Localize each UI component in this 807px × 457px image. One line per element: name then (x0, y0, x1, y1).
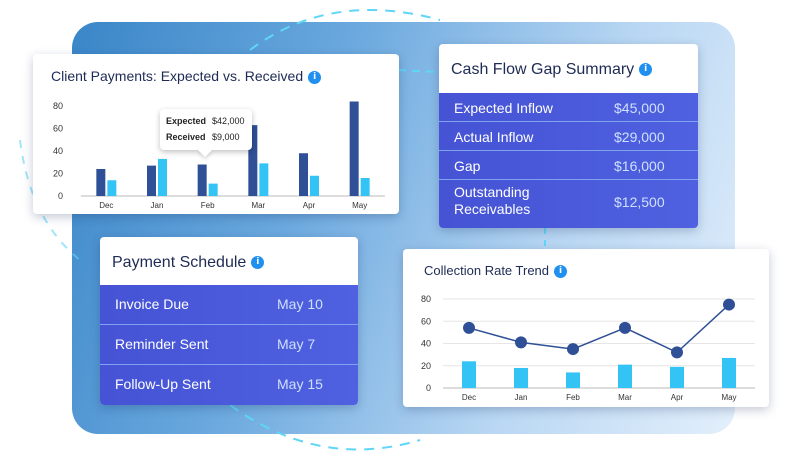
bar (197, 164, 207, 196)
cash-flow-row: Gap $16,000 (439, 151, 698, 180)
collection-rate-chart: 0 20 40 60 80 Dec Jan Feb Mar Apr May (421, 294, 755, 402)
row-label: Invoice Due (115, 296, 189, 312)
cash-flow-row: Expected Inflow $45,000 (439, 93, 698, 122)
bar (514, 367, 528, 388)
x-tick-label: Apr (303, 201, 316, 210)
bar (722, 357, 736, 388)
schedule-list: Invoice Due May 10 Reminder Sent May 7 Fol… (100, 285, 358, 405)
trend-line (468, 304, 730, 354)
x-tick-label: Jan (515, 393, 528, 402)
x-tick-label: Apr (671, 393, 684, 402)
schedule-row: Invoice Due May 10 (100, 285, 358, 325)
x-tick-label: Feb (566, 393, 580, 402)
trend-point (567, 343, 579, 356)
bar (248, 125, 258, 196)
tooltip-expected-value: $42,000 (212, 116, 245, 126)
y-tick-label: 60 (421, 316, 431, 326)
y-tick-label: 0 (58, 191, 63, 201)
client-payments-card: Client Payments: Expected vs. Received i … (33, 54, 399, 214)
x-tick-label: May (721, 393, 736, 402)
bar (299, 153, 308, 196)
bar (208, 183, 218, 196)
trend-point (463, 321, 475, 334)
y-tick-label: 20 (421, 361, 431, 371)
payment-schedule-card: Payment Schedule i Invoice Due May 10 Remi… (100, 237, 358, 405)
chart-tooltip: Expected $42,000 Received $9,000 (160, 109, 252, 158)
info-icon[interactable]: i (554, 265, 568, 279)
y-tick-label: 40 (421, 339, 431, 349)
cash-flow-row: Actual Inflow $29,000 (439, 122, 698, 151)
row-label: Follow-Up Sent (115, 376, 211, 392)
trend-point (671, 346, 683, 359)
bar (310, 175, 319, 196)
trend-point (723, 298, 735, 311)
y-tick-label: 60 (53, 124, 63, 134)
trend-point (619, 321, 631, 334)
row-label: Gap (454, 158, 481, 174)
bar (107, 180, 117, 196)
row-value: $29,000 (614, 129, 665, 145)
row-value: $16,000 (614, 158, 665, 174)
y-tick-label: 40 (53, 146, 63, 156)
row-value: May 15 (277, 376, 323, 392)
cash-flow-list: Expected Inflow $45,000 Actual Inflow $29,… (439, 93, 698, 228)
bar (259, 163, 269, 196)
tooltip-expected-label: Expected (166, 116, 207, 126)
x-tick-label: Dec (462, 393, 476, 402)
client-payments-chart: 0 20 40 60 80 Dec Jan Feb Mar Apr May (53, 101, 385, 210)
x-tick-label: Mar (618, 393, 632, 402)
row-value: May 10 (277, 296, 323, 312)
collection-rate-title: Collection Rate Trend (424, 263, 550, 278)
y-tick-label: 80 (53, 101, 63, 111)
bar (618, 364, 632, 388)
cash-flow-row: Outstanding Receivables $12,500 (439, 180, 698, 224)
info-icon[interactable]: i (639, 63, 653, 77)
x-tick-label: Dec (99, 201, 113, 210)
row-label: Outstanding Receivables (454, 184, 531, 217)
cash-flow-title: Cash Flow Gap Summary (451, 61, 635, 78)
info-icon[interactable]: i (251, 256, 265, 270)
payment-schedule-title: Payment Schedule (112, 254, 247, 271)
row-label: Expected Inflow (454, 100, 553, 116)
collection-rate-card: Collection Rate Trend i 0 20 40 60 80 Dec Jan Fe… (403, 249, 769, 407)
bar (670, 366, 684, 388)
cash-flow-card: Cash Flow Gap Summary i Expected Inflow $4… (439, 44, 698, 228)
bar (158, 158, 167, 196)
bar (462, 361, 476, 388)
info-icon[interactable]: i (308, 70, 322, 84)
row-value: $45,000 (614, 100, 665, 116)
row-label: Reminder Sent (115, 336, 209, 352)
tooltip-received-value: $9,000 (212, 132, 240, 142)
tooltip-received-label: Received (166, 132, 206, 142)
row-value: $12,500 (614, 194, 665, 210)
x-tick-label: May (352, 201, 367, 210)
y-tick-label: 80 (421, 294, 431, 304)
row-value: May 7 (277, 336, 316, 352)
x-tick-label: Mar (251, 201, 265, 210)
bar (349, 101, 359, 196)
client-payments-title: Client Payments: Expected vs. Received (51, 68, 304, 84)
trend-point (515, 336, 527, 349)
bar (147, 165, 156, 196)
y-tick-label: 20 (53, 169, 63, 179)
x-tick-label: Feb (201, 201, 215, 210)
schedule-row: Reminder Sent May 7 (100, 325, 358, 365)
bar (566, 372, 580, 388)
row-label: Actual Inflow (454, 129, 534, 145)
bar (360, 178, 370, 196)
schedule-row: Follow-Up Sent May 15 (100, 365, 358, 404)
bar (96, 169, 106, 196)
x-tick-label: Jan (151, 201, 164, 210)
y-tick-label: 0 (426, 383, 431, 393)
